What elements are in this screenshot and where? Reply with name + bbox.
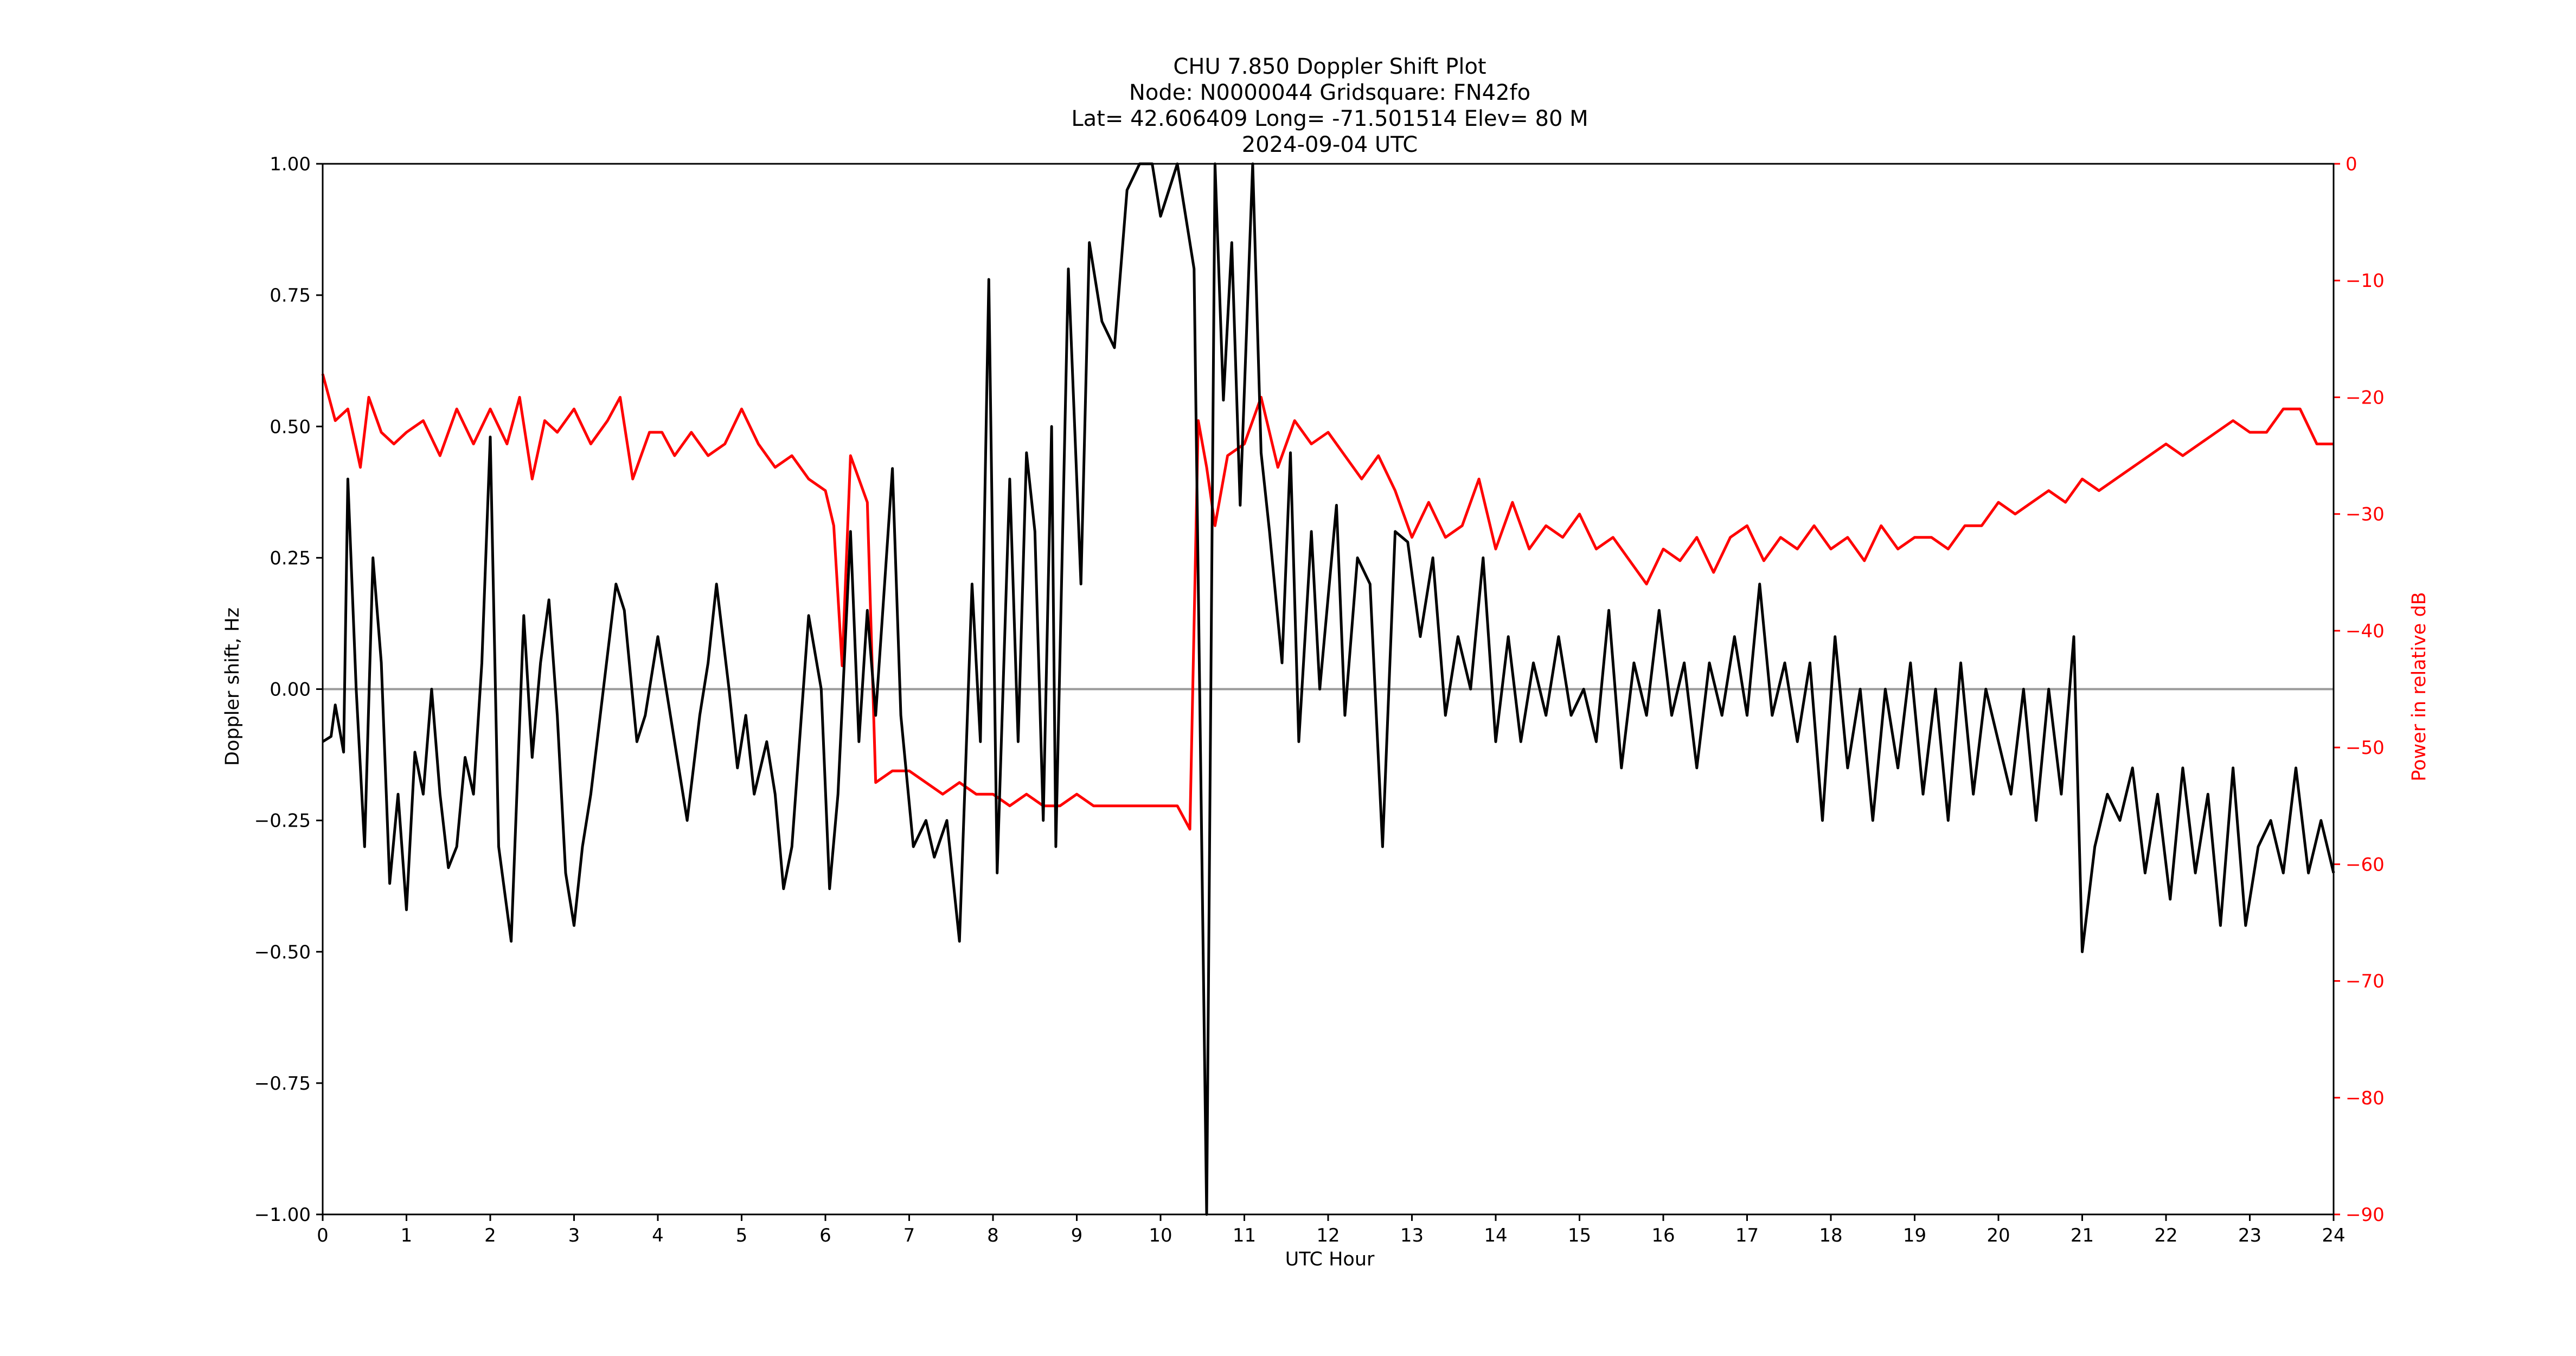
right-y-tick-label: −90	[2346, 1204, 2385, 1226]
left-y-tick-label: −0.50	[254, 942, 311, 963]
x-tick-label: 20	[1987, 1225, 2010, 1246]
x-tick-label: 22	[2154, 1225, 2177, 1246]
left-y-tick-label: 0.25	[270, 547, 311, 569]
right-y-tick-label: −30	[2346, 504, 2385, 526]
left-y-tick-label: −1.00	[254, 1204, 311, 1226]
axes: 0 1 2 3 4 5 6 7 8 9 10 11 12 13 14 15 16 17 18 19 20 21 22 23 24…	[254, 153, 2385, 1246]
x-tick-label: 5	[736, 1225, 748, 1246]
right-y-tick-label: −50	[2346, 737, 2385, 759]
left-y-tick-label: −0.75	[254, 1073, 311, 1095]
x-tick-label: 2	[484, 1225, 496, 1246]
right-y-tick-label: 0	[2346, 153, 2357, 175]
right-y-tick-label: −60	[2346, 854, 2385, 875]
plot-area-frame	[322, 163, 2335, 1216]
left-y-tick-label: −0.25	[254, 810, 311, 832]
x-tick-label: 11	[1233, 1225, 1256, 1246]
power-series-line	[321, 373, 2334, 831]
x-tick-label: 18	[1819, 1225, 1842, 1246]
x-tick-label: 3	[568, 1225, 580, 1246]
x-tick-label: 12	[1316, 1225, 1340, 1246]
right-y-tick-label: −10	[2346, 270, 2385, 292]
series-layer	[321, 162, 2335, 1216]
x-tick-label: 10	[1149, 1225, 1172, 1246]
right-y-tick-label: −70	[2346, 971, 2385, 993]
x-tick-label: 8	[987, 1225, 999, 1246]
x-tick-label: 0	[317, 1225, 329, 1246]
right-y-axis-label: Power in relative dB	[2408, 592, 2430, 781]
x-tick-label: 23	[2238, 1225, 2261, 1246]
x-tick-label: 14	[1484, 1225, 1507, 1246]
x-tick-label: 6	[819, 1225, 831, 1246]
x-axis-label: UTC Hour	[1285, 1249, 1375, 1270]
x-tick-label: 13	[1400, 1225, 1424, 1246]
title-line-2: Node: N0000044 Gridsquare: FN42fo	[1129, 80, 1530, 105]
chart-title: CHU 7.850 Doppler Shift Plot Node: N0000…	[1071, 54, 1588, 157]
left-y-tick-label: 0.75	[270, 285, 311, 306]
x-tick-label: 21	[2071, 1225, 2094, 1246]
title-line-3: Lat= 42.606409 Long= -71.501514 Elev= 80…	[1071, 106, 1588, 131]
right-y-tick-label: −80	[2346, 1088, 2385, 1109]
x-tick-label: 9	[1071, 1225, 1083, 1246]
x-tick-label: 4	[652, 1225, 664, 1246]
x-tick-label: 7	[903, 1225, 915, 1246]
x-tick-label: 16	[1651, 1225, 1675, 1246]
x-tick-label: 24	[2322, 1225, 2345, 1246]
left-y-tick-label: 0.00	[270, 679, 311, 701]
x-tick-label: 19	[1903, 1225, 1926, 1246]
right-y-tick-label: −40	[2346, 621, 2385, 642]
left-y-axis-label: Doppler shift, Hz	[222, 607, 243, 766]
title-line-1: CHU 7.850 Doppler Shift Plot	[1173, 54, 1486, 79]
x-tick-label: 15	[1568, 1225, 1591, 1246]
title-line-4: 2024-09-04 UTC	[1242, 132, 1418, 157]
x-tick-label: 1	[401, 1225, 413, 1246]
left-y-tick-label: 1.00	[270, 153, 311, 175]
x-tick-label: 17	[1735, 1225, 1759, 1246]
doppler-series-line	[322, 162, 2335, 1216]
right-y-tick-label: −20	[2346, 387, 2385, 408]
left-y-tick-label: 0.50	[270, 416, 311, 438]
